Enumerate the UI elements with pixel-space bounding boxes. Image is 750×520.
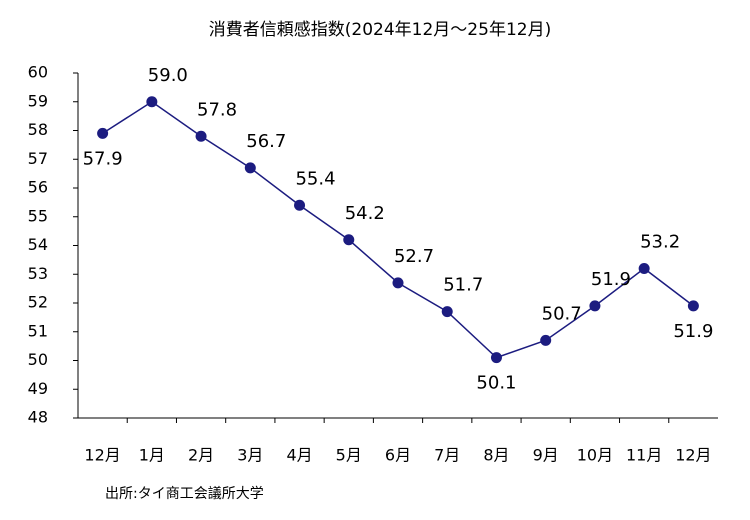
data-point	[294, 199, 306, 211]
y-tick-label: 50	[28, 350, 48, 369]
y-tick-label: 48	[28, 408, 48, 427]
y-tick-label: 55	[28, 206, 48, 225]
y-tick-label: 59	[28, 91, 48, 110]
data-point	[244, 162, 256, 174]
x-tick-label: 4月	[286, 446, 312, 465]
x-tick-label: 12月	[675, 446, 711, 465]
source-note: 出所:タイ商工会議所大学	[105, 485, 264, 502]
data-label: 51.7	[443, 275, 483, 296]
x-tick-label: 10月	[577, 446, 613, 465]
data-label: 50.7	[542, 303, 582, 324]
data-label: 57.8	[197, 99, 237, 120]
y-tick-label: 52	[28, 293, 48, 312]
data-point	[195, 130, 207, 142]
data-point	[97, 127, 109, 139]
x-tick-label: 8月	[483, 446, 509, 465]
data-label: 51.9	[591, 269, 631, 290]
data-point	[441, 306, 453, 318]
y-tick-label: 54	[28, 235, 48, 254]
x-tick-label: 3月	[237, 446, 263, 465]
data-label: 59.0	[148, 65, 188, 86]
x-tick-label: 9月	[533, 446, 559, 465]
data-point	[638, 263, 650, 274]
data-point	[687, 300, 699, 312]
data-point	[589, 300, 601, 312]
data-label: 56.7	[246, 131, 286, 152]
y-tick-label: 58	[28, 120, 48, 139]
y-tick-label: 49	[28, 379, 48, 398]
data-point	[392, 277, 404, 289]
y-tick-label: 53	[28, 264, 48, 283]
x-tick-label: 11月	[626, 446, 662, 465]
data-label: 57.9	[83, 148, 123, 169]
x-tick-label: 7月	[434, 446, 460, 465]
data-point	[343, 234, 355, 246]
x-tick-label: 6月	[385, 446, 411, 465]
data-label: 50.1	[476, 373, 516, 394]
chart-title: 消費者信頼感指数(2024年12月～25年12月)	[209, 20, 551, 40]
data-label: 51.9	[673, 321, 713, 342]
data-label: 53.2	[640, 232, 680, 253]
x-tick-label: 2月	[188, 446, 214, 465]
y-tick-label: 60	[28, 63, 48, 82]
data-point	[490, 352, 502, 364]
data-label: 55.4	[295, 168, 335, 189]
x-tick-label: 1月	[139, 446, 165, 465]
data-point	[540, 334, 552, 346]
data-label: 52.7	[394, 246, 434, 267]
data-line	[102, 100, 694, 359]
y-tick-label: 57	[28, 149, 48, 168]
x-tick-label: 5月	[336, 446, 362, 465]
y-tick-label: 56	[28, 178, 48, 197]
data-label: 54.2	[345, 203, 385, 224]
data-point	[146, 96, 158, 108]
y-tick-label: 51	[28, 321, 48, 340]
x-tick-label: 12月	[84, 446, 120, 465]
